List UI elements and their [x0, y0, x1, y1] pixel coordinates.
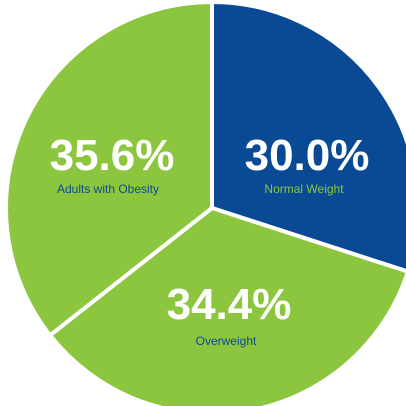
slice-percent-overweight: 34.4%	[167, 280, 292, 329]
pie-labels: 30.0% Normal Weight 34.4% Overweight 35.…	[50, 131, 370, 348]
slice-label-overweight: Overweight	[196, 334, 257, 348]
pie-slice-overweight	[48, 206, 406, 406]
pie-slice-adults-with-obesity	[4, 0, 214, 338]
pie-slice-normal-weight	[210, 0, 406, 274]
slice-label-normal-weight: Normal Weight	[264, 182, 344, 196]
slice-label-adults-with-obesity: Adults with Obesity	[57, 182, 159, 196]
slice-percent-adults-with-obesity: 35.6%	[50, 131, 175, 180]
pie-slices	[4, 0, 406, 406]
slice-percent-normal-weight: 30.0%	[245, 131, 370, 180]
